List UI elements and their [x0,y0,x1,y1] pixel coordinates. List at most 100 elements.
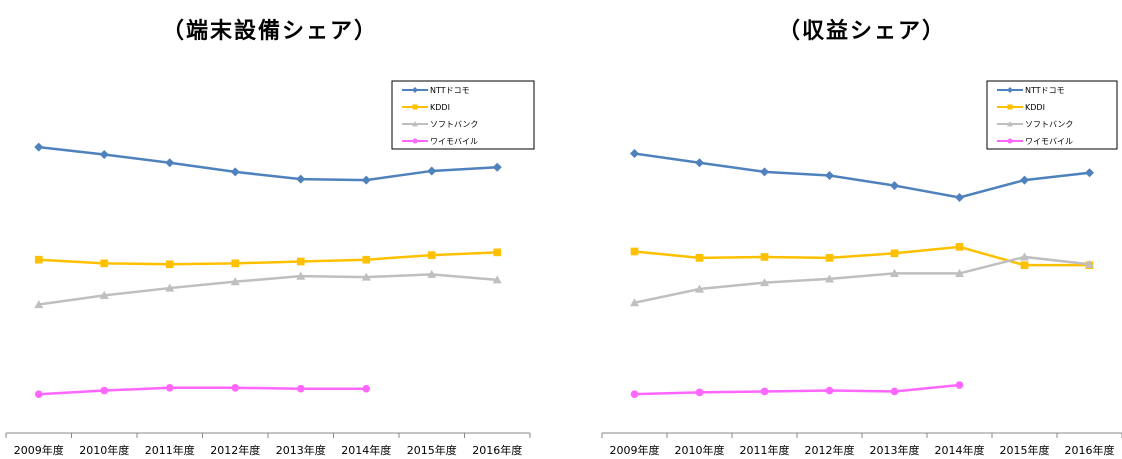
x-tick-label: 2011年度 [145,443,195,457]
series-2 [34,248,502,269]
legend-swatch-marker [412,138,418,144]
data-point [427,166,437,176]
data-point [695,158,704,168]
legend-entry: ワイモバイル [1025,137,1073,146]
x-tick-label: 2010年度 [675,443,725,457]
data-point [955,243,964,251]
data-point [825,274,834,283]
legend-entry: KDDI [430,103,450,112]
series-1 [34,142,502,185]
series-line [634,383,960,396]
legend-entry: ソフトバンク [430,120,478,129]
x-tick-label: 2014年度 [341,443,391,457]
data-point [361,175,371,185]
data-point [695,284,704,293]
data-point [890,181,899,191]
data-point [362,255,371,264]
legend-swatch-marker [412,104,418,110]
legend-box [986,80,1118,150]
x-tick-label: 2009年度 [610,443,660,457]
data-point [427,269,437,278]
series-3 [630,252,1094,307]
data-point [890,387,899,396]
data-point [1020,261,1029,270]
legend-entry: ソフトバンク [1025,120,1073,129]
data-point [230,167,240,177]
data-point [427,251,436,259]
data-point [165,383,174,392]
data-point [760,253,769,261]
data-point [955,268,964,278]
legend-entry: ワイモバイル [430,137,478,146]
data-point [1020,252,1029,261]
x-tick-label: 2013年度 [870,443,920,457]
legend-entry: NTTドコモ [430,86,470,95]
x-tick-label: 2015年度 [1000,443,1050,457]
series-line [634,152,1090,199]
data-point [296,384,305,393]
legend-swatch-marker [412,121,418,127]
x-tick-label: 2013年度 [276,443,326,457]
x-tick-label: 2012年度 [805,443,855,457]
data-point [955,192,964,202]
data-point [34,255,43,264]
legend-swatch-marker [1007,87,1013,93]
data-point [296,257,305,266]
data-point [362,384,371,393]
data-point [231,259,240,268]
series-line [38,273,498,306]
data-point [825,386,834,395]
data-point [955,381,964,389]
series-3 [34,269,502,309]
data-point [230,277,240,286]
data-point [630,247,639,256]
data-point [630,390,639,399]
data-point [1085,259,1094,268]
x-tick-label: 2010年度 [79,443,129,457]
legend-swatch-marker [412,87,418,93]
legend-swatch-marker [1007,138,1013,144]
legend-entry: KDDI [1025,103,1045,112]
series-line [38,386,367,396]
data-point [99,149,109,159]
chart-1: （端末設備シェア） 2009年度 2010年度 2011年度 2012年度 2013年度 2… [5,18,535,457]
data-point [1020,175,1029,185]
x-tick-label: 2011年度 [740,443,790,457]
chart-title: （端末設備シェア） [162,18,378,44]
series-line [634,255,1090,304]
data-point [231,383,240,392]
series-4 [34,383,371,399]
chart-title: （収益シェア） [778,18,946,44]
data-point [760,167,769,177]
data-point [296,271,306,280]
data-point [825,254,834,262]
legend-swatch-marker [1007,121,1013,127]
data-point [165,158,175,168]
data-point [361,272,371,281]
data-point [695,388,704,397]
data-point [34,390,43,399]
series-4 [630,381,964,399]
data-point [100,386,109,395]
data-point [760,387,769,396]
x-tick-label: 2009年度 [14,443,64,457]
data-point [34,142,44,152]
data-point [760,278,769,287]
series-line [634,245,1090,267]
series-1 [630,149,1094,202]
x-tick-label: 2015年度 [407,443,457,457]
data-point [630,149,639,159]
x-tick-label: 2014年度 [935,443,985,457]
data-point [630,298,639,307]
data-point [492,162,502,172]
x-tick-label: 2016年度 [1065,443,1115,457]
data-point [165,260,174,269]
data-point [492,275,502,284]
data-point [34,300,44,309]
data-point [825,171,834,181]
data-point [890,268,899,278]
data-point [100,259,109,268]
x-tick-label: 2012年度 [210,443,260,457]
